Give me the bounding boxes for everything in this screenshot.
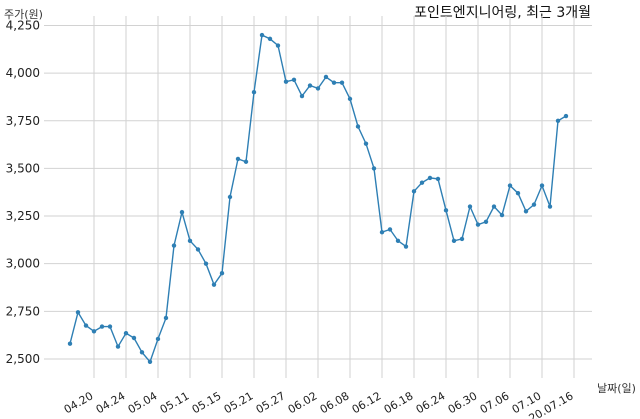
data-point	[275, 43, 281, 48]
x-axis: 04.2004.2405.0405.1105.1505.2105.2706.02…	[62, 389, 576, 419]
data-point	[171, 243, 177, 248]
data-point	[355, 124, 361, 129]
data-point	[451, 238, 457, 244]
data-point	[251, 90, 257, 95]
data-point	[395, 238, 401, 244]
data-point	[307, 83, 313, 88]
data-point	[123, 331, 129, 336]
data-point	[443, 208, 449, 213]
data-point	[531, 202, 537, 207]
grid	[44, 16, 592, 378]
price-series	[67, 32, 569, 365]
data-point	[523, 209, 529, 214]
data-point	[419, 180, 425, 185]
x-tick-label: 05.27	[254, 389, 288, 416]
data-point	[427, 175, 433, 181]
data-point	[323, 74, 329, 80]
data-point	[91, 329, 97, 334]
x-tick-label: 04.24	[94, 389, 128, 416]
y-tick-label: 4,250	[6, 19, 40, 33]
data-point	[411, 189, 417, 194]
x-tick-label: 06.30	[446, 389, 480, 416]
data-point	[371, 166, 377, 171]
y-axis: 2,500 2,750 3,000 3,250 3,500 3,750 4,000 4,250	[6, 19, 40, 366]
data-point	[379, 230, 385, 235]
data-point	[163, 315, 169, 321]
x-tick-label: 05.04	[126, 389, 160, 416]
data-point	[555, 118, 561, 123]
data-point	[547, 204, 553, 209]
data-point	[483, 219, 489, 224]
data-point	[147, 359, 153, 365]
data-point	[459, 236, 465, 242]
y-tick-label: 3,000	[6, 257, 40, 271]
data-point	[155, 336, 161, 342]
data-point	[363, 141, 369, 146]
x-tick-label: 06.18	[382, 389, 416, 416]
y-tick-label: 4,000	[6, 66, 40, 80]
data-point	[267, 36, 273, 42]
data-point	[83, 323, 89, 328]
x-tick-label: 06.24	[414, 389, 448, 416]
x-tick-label: 06.12	[350, 389, 384, 416]
data-point	[387, 227, 393, 232]
data-point	[331, 80, 337, 85]
x-tick-label: 06.08	[318, 389, 352, 416]
y-tick-label: 2,750	[6, 304, 40, 318]
data-point	[539, 183, 545, 188]
x-tick-label: 06.02	[286, 389, 320, 416]
data-point	[211, 282, 217, 287]
y-tick-label: 2,500	[6, 352, 40, 366]
data-point	[107, 324, 113, 329]
data-point	[507, 183, 513, 188]
data-point	[347, 96, 353, 102]
data-point	[403, 244, 409, 249]
data-point	[283, 79, 289, 84]
data-point	[203, 261, 209, 266]
data-point	[243, 159, 249, 164]
chart-title: 포인트엔지니어링, 최근 3개월	[414, 5, 591, 21]
x-tick-label: 07.06	[478, 389, 512, 416]
data-point	[99, 324, 105, 329]
data-point	[475, 222, 481, 227]
data-point	[339, 80, 345, 85]
data-point	[515, 190, 521, 196]
data-point	[291, 77, 297, 83]
y-tick-label: 3,500	[6, 161, 40, 175]
data-point	[75, 310, 81, 315]
data-point	[299, 93, 305, 99]
data-point	[219, 271, 225, 276]
data-point	[179, 210, 185, 215]
data-point	[131, 335, 137, 341]
data-point	[235, 156, 241, 162]
y-tick-label: 3,250	[6, 209, 40, 223]
y-tick-label: 3,750	[6, 114, 40, 128]
data-point	[315, 86, 321, 91]
data-point	[491, 204, 497, 209]
data-point	[435, 176, 441, 182]
x-tick-label: 05.11	[158, 389, 192, 416]
x-axis-label: 날짜(일)	[597, 381, 636, 395]
x-tick-label: 05.15	[190, 389, 224, 416]
data-point	[563, 113, 569, 119]
data-point	[187, 238, 193, 244]
data-point	[115, 344, 121, 349]
data-point	[67, 341, 73, 346]
data-point	[195, 247, 201, 252]
x-tick-label: 05.21	[222, 389, 256, 416]
x-tick-label: 04.20	[62, 389, 96, 416]
data-point	[259, 32, 265, 38]
data-point	[467, 204, 473, 209]
y-axis-label: 주가(원)	[4, 8, 43, 21]
data-point	[499, 212, 505, 218]
data-point	[139, 350, 145, 355]
data-point	[227, 194, 233, 200]
